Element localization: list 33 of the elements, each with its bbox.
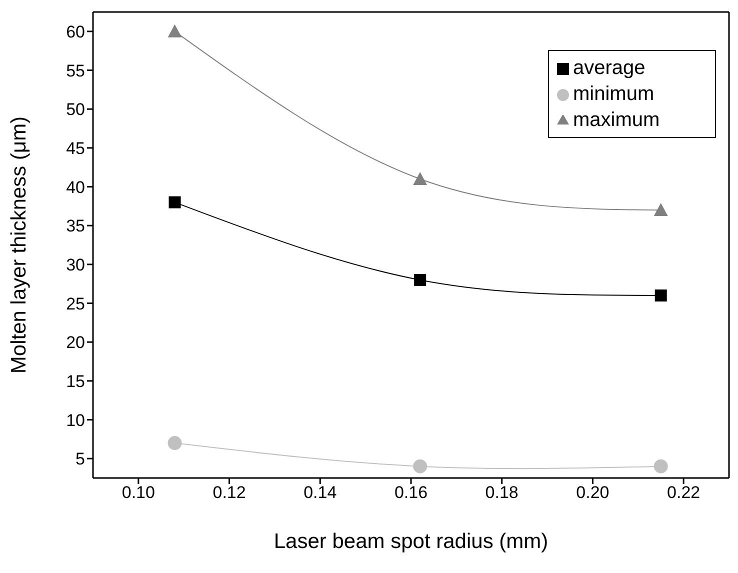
y-tick-label: 50 (66, 100, 85, 120)
point (413, 459, 428, 474)
y-tick-label: 60 (66, 22, 85, 42)
point (654, 459, 668, 474)
x-tick-label: 0.20 (576, 483, 610, 502)
y-tick-label: 25 (66, 294, 85, 314)
y-axis-title: Molten layer thickness (μm) (7, 116, 30, 374)
x-tick-label: 0.12 (212, 483, 246, 502)
point (168, 436, 182, 450)
y-tick-label: 20 (66, 333, 85, 352)
x-axis-title: Laser beam spot radius (mm) (274, 530, 548, 553)
y-tick-label: 35 (66, 216, 85, 236)
point (414, 274, 426, 286)
y-tick-label: 5 (76, 450, 85, 469)
x-tick-label: 0.10 (122, 483, 155, 502)
y-tick-label: 30 (66, 255, 85, 274)
point (654, 289, 667, 302)
y-tick-label: 55 (66, 61, 85, 80)
point (654, 203, 668, 216)
y-tick-label: 10 (66, 410, 85, 430)
x-tick-label: 0.16 (394, 483, 428, 502)
y-tick-label: 40 (66, 178, 85, 197)
point (413, 172, 428, 185)
legend-label: minimum (573, 83, 654, 105)
legend-label: average (573, 57, 646, 79)
y-tick-label: 15 (66, 372, 85, 391)
x-tick-label: 0.18 (485, 483, 518, 502)
x-tick-label: 0.14 (304, 483, 337, 502)
point (168, 24, 182, 38)
y-tick-label: 45 (66, 138, 85, 158)
legend-label: maximum (573, 109, 660, 131)
x-tick-label: 0.22 (667, 483, 700, 502)
point (168, 196, 181, 208)
